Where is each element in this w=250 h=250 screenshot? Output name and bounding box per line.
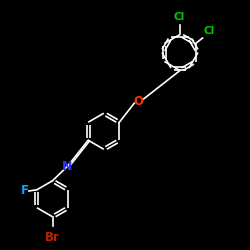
Text: Cl: Cl — [203, 26, 214, 36]
Text: N: N — [62, 160, 73, 173]
Text: Cl: Cl — [174, 12, 184, 22]
Text: F: F — [21, 184, 29, 198]
Text: Br: Br — [45, 231, 60, 244]
Text: O: O — [134, 95, 144, 108]
